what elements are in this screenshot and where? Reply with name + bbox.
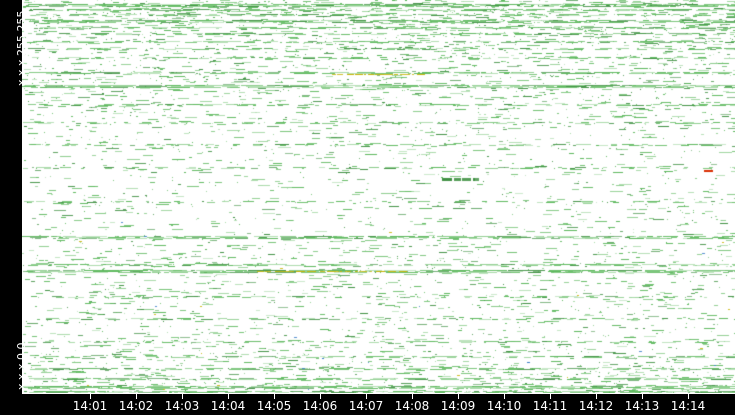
x-tick-label: 14:06: [302, 399, 338, 413]
x-tick-label: 14:10: [486, 399, 522, 413]
x-tick-mark: [412, 394, 413, 399]
x-tick-label: 14:05: [256, 399, 292, 413]
x-tick-mark: [642, 394, 643, 399]
x-tick-label: 14:02: [118, 399, 154, 413]
x-tick-label: 14:01: [72, 399, 108, 413]
x-tick-label: 14:12: [578, 399, 614, 413]
scatter-canvas: [22, 0, 735, 394]
x-tick-mark: [136, 394, 137, 399]
x-axis-line: [22, 393, 735, 394]
x-tick-label: 14:13: [624, 399, 660, 413]
x-tick-label: 14:04: [210, 399, 246, 413]
x-tick-label: 14:08: [394, 399, 430, 413]
y-axis: x.x.x.255.255 x.x.x.0.0: [0, 0, 28, 394]
x-tick-mark: [458, 394, 459, 399]
x-tick-label: 14:09: [440, 399, 476, 413]
x-tick-label: 14:03: [164, 399, 200, 413]
plot-area[interactable]: [22, 0, 735, 394]
x-tick-label: 14:11: [532, 399, 568, 413]
y-axis-label-min: x.x.x.0.0: [15, 342, 28, 390]
x-tick-mark: [688, 394, 689, 399]
x-tick-label: 14:07: [348, 399, 384, 413]
x-tick-mark: [320, 394, 321, 399]
x-tick-mark: [550, 394, 551, 399]
x-tick-mark: [366, 394, 367, 399]
x-tick-mark: [90, 394, 91, 399]
x-tick-mark: [228, 394, 229, 399]
x-tick-mark: [274, 394, 275, 399]
x-tick-mark: [504, 394, 505, 399]
x-axis: [0, 394, 735, 415]
x-tick-mark: [596, 394, 597, 399]
x-tick-mark: [182, 394, 183, 399]
x-tick-label: 14:14: [670, 399, 706, 413]
